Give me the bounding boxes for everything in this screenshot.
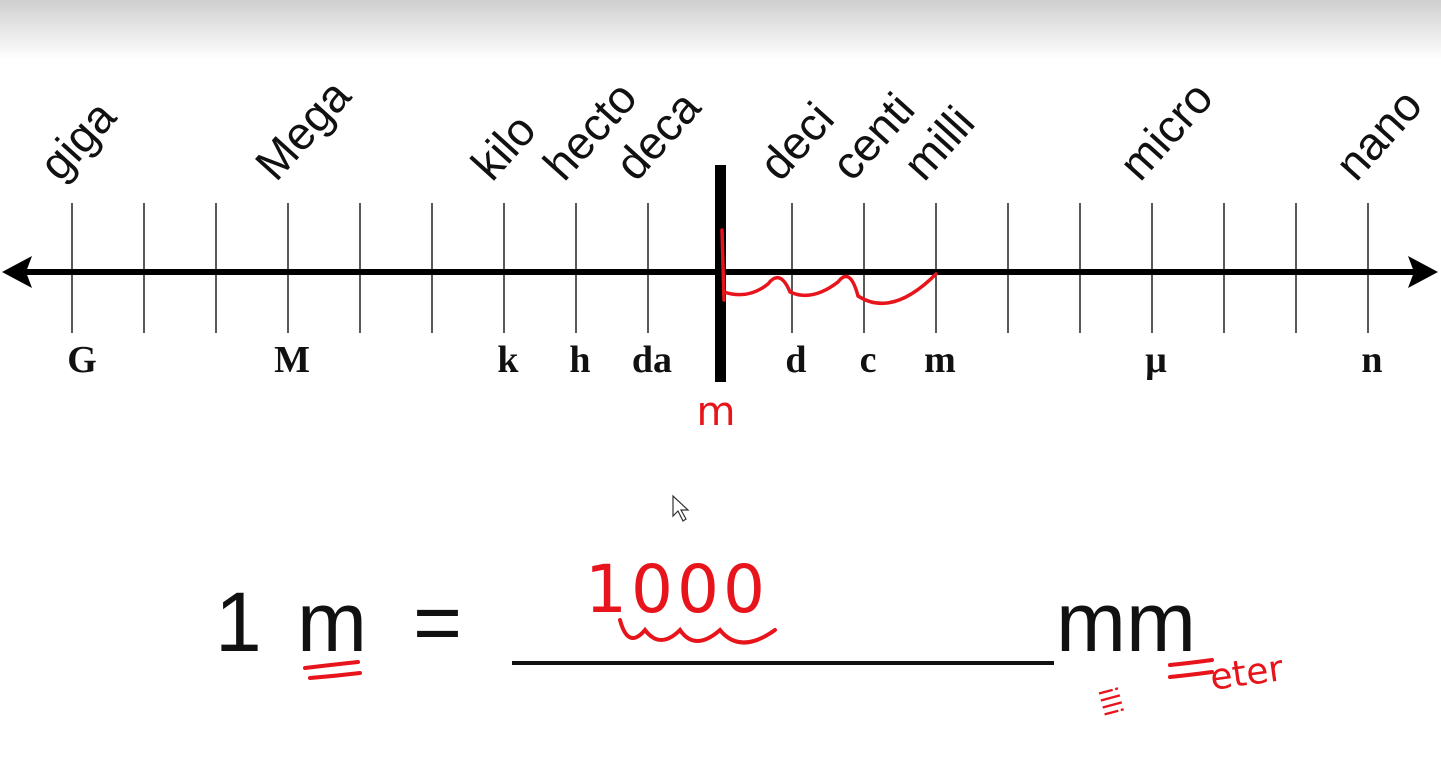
number-line: [2, 165, 1438, 382]
prefix-symbol: h: [569, 339, 590, 381]
red-hops-answer: [618, 618, 777, 645]
base-unit-line: [715, 165, 726, 382]
eq-equals: =: [413, 575, 462, 669]
prefix-name: Mega: [245, 69, 361, 190]
prefix-symbol: μ: [1145, 339, 1167, 381]
prefix-symbol: d: [785, 339, 806, 381]
red-underline: [1168, 658, 1214, 679]
prefix-name: micro: [1109, 71, 1223, 189]
arrow-left: [2, 256, 32, 288]
prefix-symbol: G: [67, 339, 97, 381]
eq-unit: m: [297, 575, 367, 669]
prefix-name: deci: [749, 92, 844, 190]
milli-note: illi: [1091, 684, 1127, 720]
prefix-symbol: c: [860, 339, 877, 381]
prefix-symbol: m: [924, 339, 956, 381]
prefix-symbol: M: [274, 339, 310, 381]
prefix-name: kilo: [461, 104, 546, 190]
top-shade: [0, 0, 1441, 60]
prefix-symbol: n: [1361, 339, 1382, 381]
prefix-symbol: k: [497, 339, 519, 381]
red-underline: [303, 660, 362, 680]
meter-note: eter: [1208, 648, 1286, 699]
cursor: [672, 494, 690, 522]
base-unit-note: m: [697, 389, 736, 435]
eq-number: 1: [215, 575, 262, 669]
answer: 1000: [585, 551, 769, 628]
arrow-right: [1408, 256, 1438, 288]
red-hops: [720, 228, 938, 306]
eq-result-unit: mm: [1056, 575, 1196, 669]
prefix-symbol: da: [632, 339, 672, 381]
prefix-name: giga: [29, 90, 126, 190]
prefix-name: nano: [1325, 79, 1432, 190]
